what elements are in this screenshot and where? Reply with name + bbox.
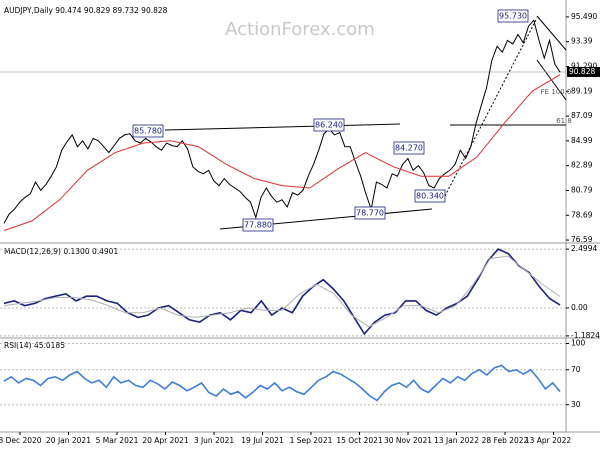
y-tick-label: -1.1824	[571, 331, 600, 340]
y-tick-label: 70	[571, 365, 581, 374]
x-tick-label: 20 Apr 2021	[142, 436, 189, 445]
x-tick-label: 15 Oct 2021	[336, 436, 383, 445]
y-tick-label: 95.490	[571, 12, 597, 21]
x-tick-label: 1 Sep 2021	[290, 436, 333, 445]
y-tick-label: 89.19	[571, 86, 593, 95]
price-tag	[567, 66, 600, 77]
annotation-box	[414, 189, 446, 203]
y-tick-label: 80.79	[571, 185, 593, 194]
panel-title: AUDJPY,Daily 90.474 90.829 89.732 90.828	[4, 6, 168, 15]
annotation-box	[132, 124, 164, 138]
series-line	[3, 19, 561, 224]
annotation-box	[354, 206, 386, 220]
series-line	[3, 248, 561, 336]
y-tick-label: 84.99	[571, 136, 593, 145]
x-tick-label: 20 Jan 2021	[46, 436, 91, 445]
x-tick-label: 3 Dec 2020	[0, 436, 42, 445]
x-tick-label: 13 Jan 2022	[434, 436, 479, 445]
y-tick-label: 91.290	[571, 62, 597, 71]
annotation-box	[497, 9, 529, 23]
annotation: 77.880	[244, 221, 272, 230]
annotation: 95.730	[499, 12, 527, 21]
panel-title: MACD(12,26,9) 0.1300 0.4901	[4, 247, 118, 256]
trendline	[536, 15, 567, 51]
x-tick-label: 19 Jul 2021	[241, 436, 284, 445]
annotation-box	[393, 141, 425, 155]
x-tick-label: 3 Jun 2021	[194, 436, 235, 445]
y-tick-label: 100	[571, 339, 586, 348]
y-tick-label: 93.39	[571, 37, 593, 46]
x-tick-label: 13 Apr 2022	[525, 436, 572, 445]
annotation: 86.240	[315, 121, 343, 130]
annotation-box	[242, 218, 274, 232]
annotation: 61.8	[556, 117, 572, 125]
y-tick-label: 82.89	[571, 161, 593, 170]
x-tick-label: 5 Mar 2021	[96, 436, 139, 445]
series-line	[3, 74, 561, 231]
y-tick-label: 0.00	[571, 303, 588, 312]
series-line	[3, 364, 561, 402]
y-tick-label: 78.69	[571, 210, 593, 219]
annotation: FE 100.0	[541, 88, 572, 96]
watermark: ActionForex.com	[225, 19, 375, 40]
trendline	[164, 123, 401, 131]
x-tick-label: 30 Nov 2021	[384, 436, 432, 445]
annotation: 78.770	[356, 209, 384, 218]
panel-title: RSI(14) 45.0185	[4, 341, 65, 350]
trendline	[444, 17, 538, 197]
annotation: 84.270	[395, 144, 423, 153]
annotation: 80.340	[416, 192, 444, 201]
series-line	[3, 255, 561, 328]
y-tick-label: 2.4994	[571, 244, 597, 253]
x-tick-label: 28 Feb 2022	[482, 436, 529, 445]
annotation-box	[313, 118, 345, 132]
price-tag-label: 90.828	[569, 67, 595, 76]
y-tick-label: 30	[571, 400, 581, 409]
annotation: 85.780	[134, 127, 162, 136]
y-tick-label: 87.09	[571, 111, 593, 120]
y-tick-label: 76.59	[571, 235, 593, 244]
